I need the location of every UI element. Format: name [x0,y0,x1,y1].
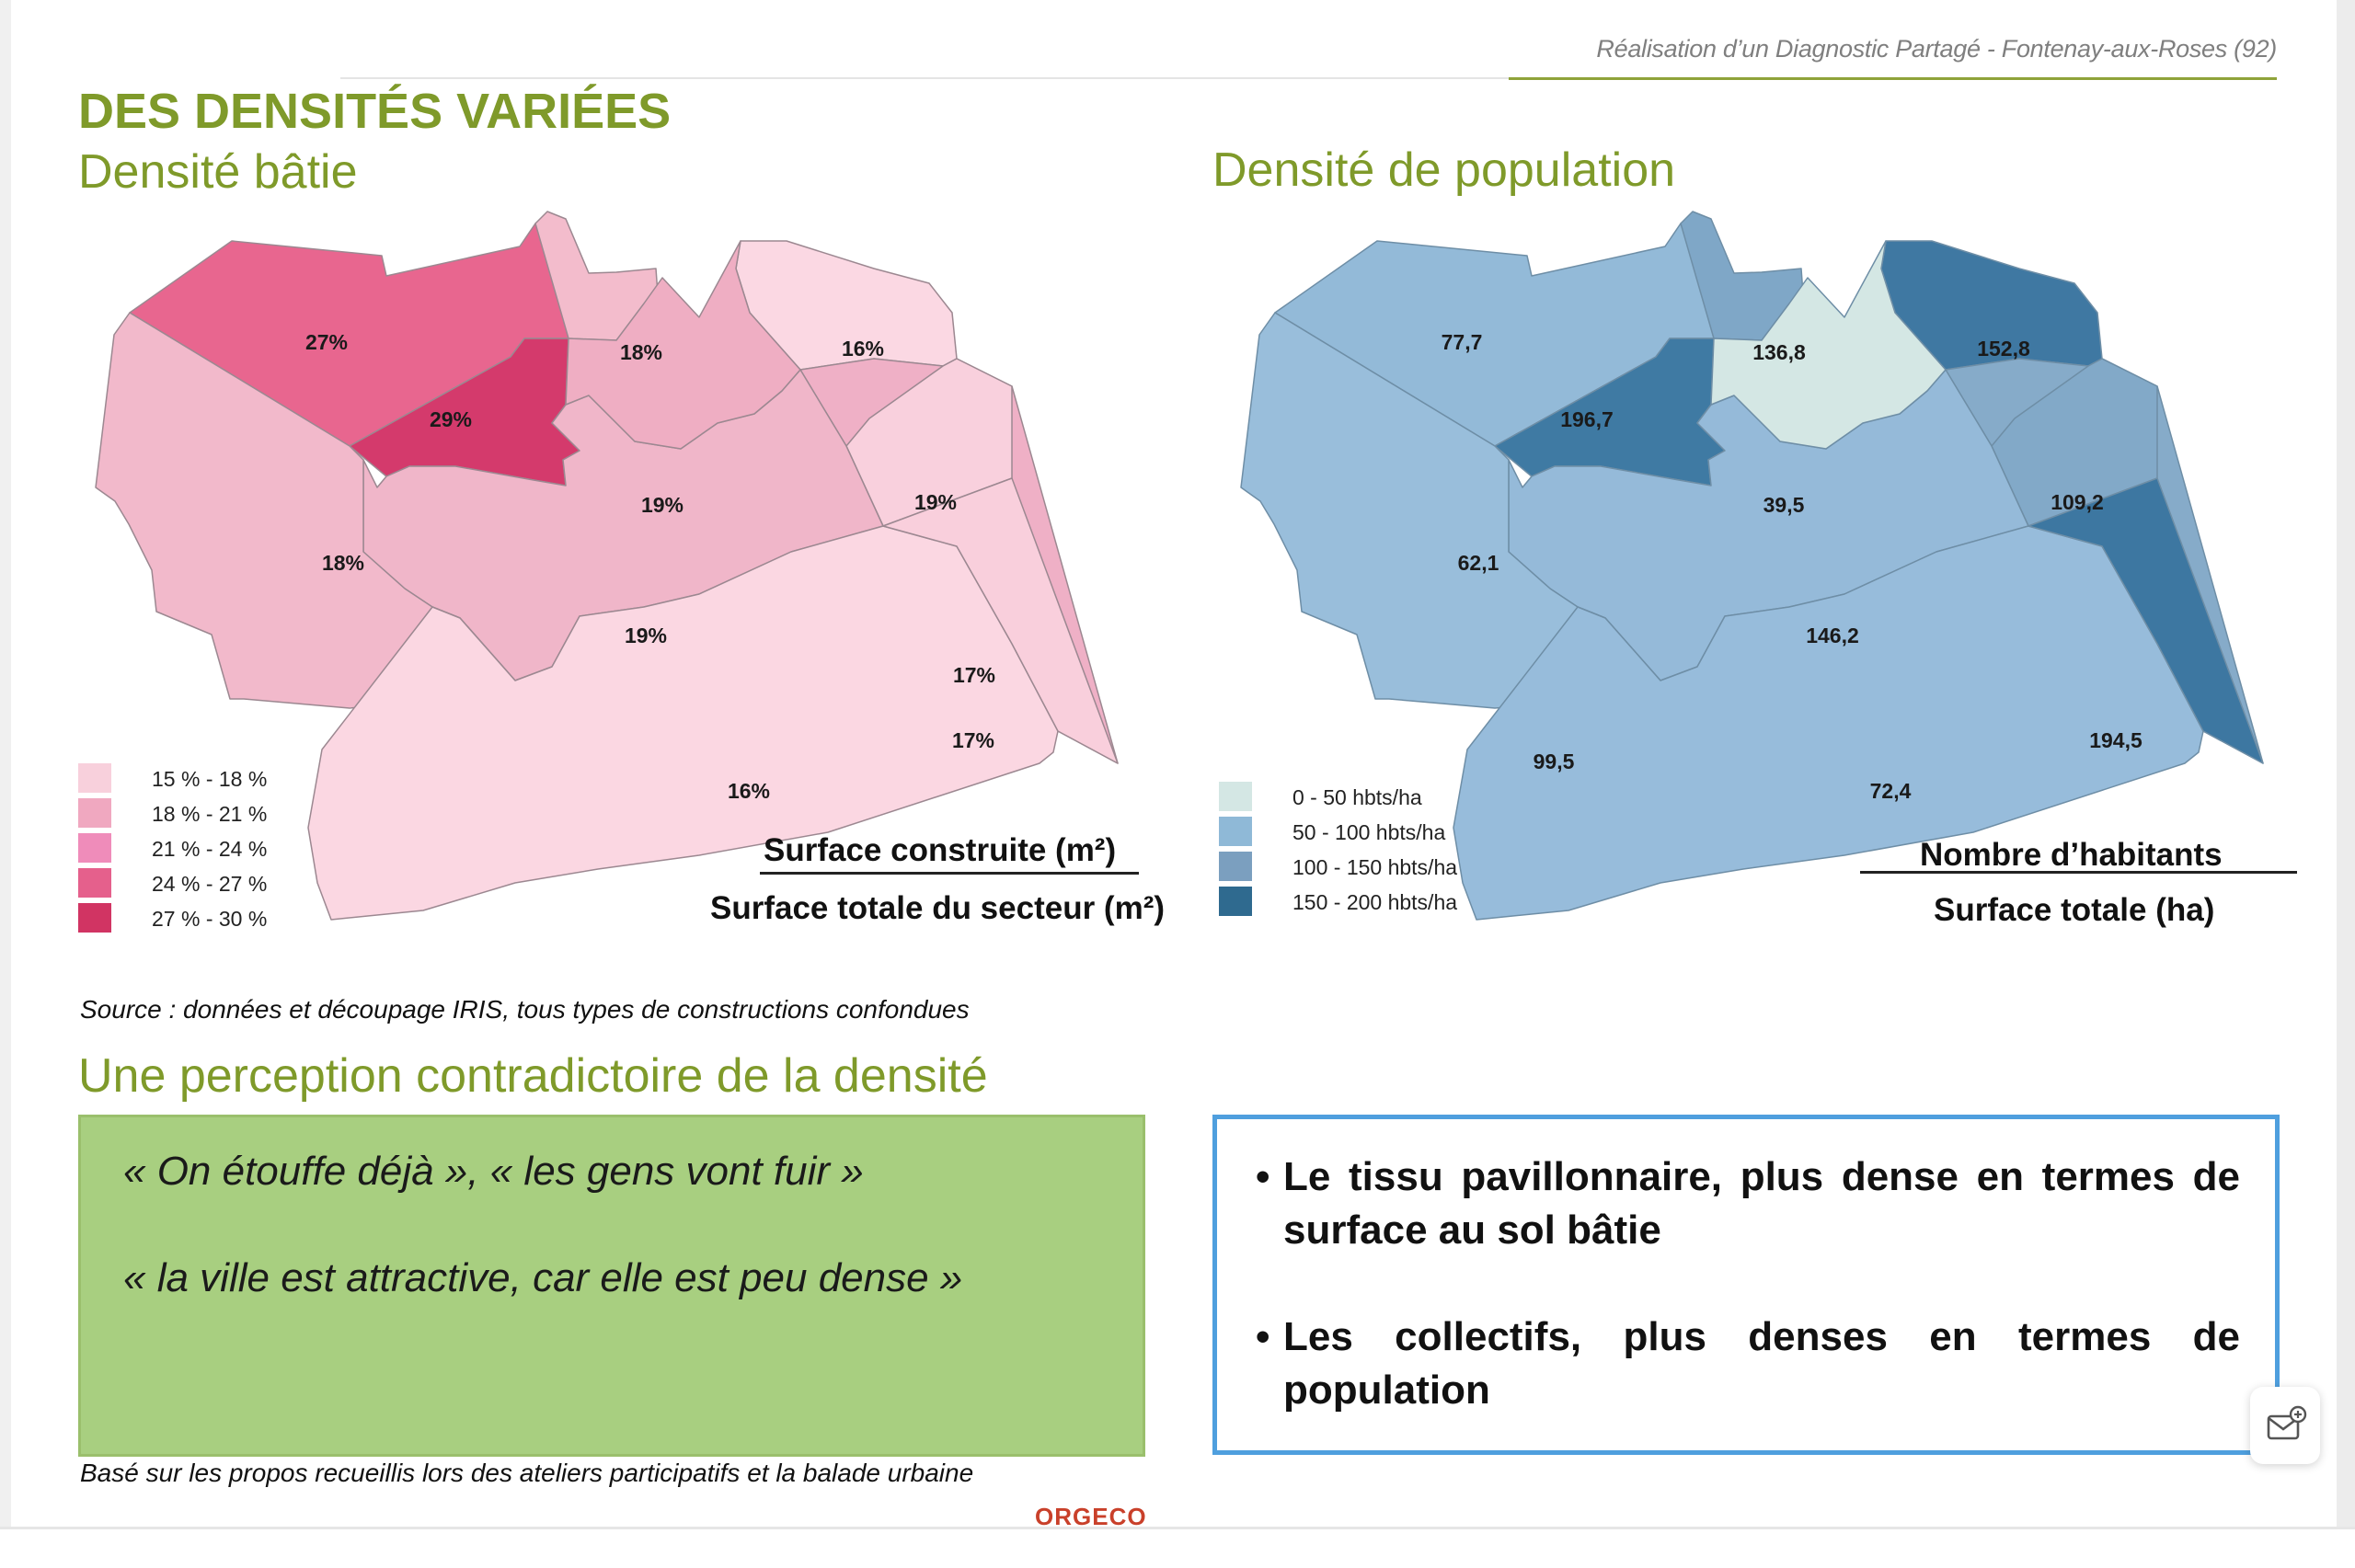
map-zone-label: 77,7 [1442,330,1483,354]
legend-swatch [1219,817,1252,846]
bullet-marker: • [1256,1314,1270,1359]
legend-swatch [78,833,111,863]
legend-label: 0 - 50 hbts/ha [1292,785,1422,809]
population-formula-denominator: Surface totale (ha) [1934,892,2215,928]
legend-swatch [78,763,111,793]
legend-swatch [1219,852,1252,881]
legend-label: 50 - 100 hbts/ha [1292,820,1446,844]
footnote: Basé sur les propos recueillis lors des … [80,1459,974,1487]
legend-label: 15 % - 18 % [152,767,268,791]
viewer-scroll-track[interactable] [2337,0,2355,1565]
map-zone-label: 136,8 [1752,340,1806,364]
population-formula-rule [1860,871,2297,874]
page-bottom-edge [0,1527,2355,1568]
map-zone [882,477,1119,764]
quote-item: « la ville est attractive, car elle est … [123,1255,963,1300]
bullet-marker: • [1256,1154,1270,1199]
map-zone [2028,477,2264,764]
quote-item: « On étouffe déjà », « les gens vont fui… [123,1149,864,1194]
mail-add-button[interactable] [2250,1387,2320,1464]
page-edge [0,0,11,1565]
header-accent-rule [1509,77,2277,80]
page-title: DES DENSITÉS VARIÉES [78,84,672,139]
map-zone-label: 27% [305,330,348,354]
legend-swatch [78,868,111,898]
map-zone-label: 62,1 [1458,551,1499,575]
quotes-box: « On étouffe déjà », « les gens vont fui… [78,1115,1145,1457]
map-zone-label: 29% [430,407,472,431]
legend-swatch [78,798,111,828]
perception-title: Une perception contradictoire de la dens… [78,1049,988,1103]
map-zone-label: 194,5 [2089,728,2142,752]
map-zone-label: 146,2 [1806,624,1859,647]
legend-label: 27 % - 30 % [152,907,268,931]
map-zone [307,525,1059,921]
header-divider [340,77,1509,79]
bullet-item: • Les collectifs, plus denses en termes … [1256,1310,2240,1417]
map-zone-label: 19% [641,493,684,517]
population-formula-numerator: Nombre d’habitants [1920,837,2223,873]
map-zone-label: 16% [728,779,770,803]
built-formula-rule [760,872,1139,875]
population-density-title: Densité de population [1212,143,1676,197]
bullet-item: • Le tissu pavillonnaire, plus dense en … [1256,1150,2240,1257]
bullet-text: Les collectifs, plus denses en termes de… [1283,1314,2240,1413]
bullet-text: Le tissu pavillonnaire, plus dense en te… [1283,1154,2240,1253]
legend-label: 100 - 150 hbts/ha [1292,855,1458,879]
map-zone-label: 17% [952,728,994,752]
legend-swatch [1219,887,1252,916]
map-zone-label: 99,5 [1534,750,1575,773]
built-formula-numerator: Surface construite (m²) [764,832,1117,868]
summary-box: • Le tissu pavillonnaire, plus dense en … [1212,1115,2280,1455]
mail-add-icon [2267,1405,2307,1440]
header-reference: Réalisation d’un Diagnostic Partagé - Fo… [1596,35,2277,63]
brand-logo: ORGECO [1035,1503,1147,1530]
map-zone-label: 152,8 [1977,337,2030,361]
legend-label: 21 % - 24 % [152,837,268,861]
map-zone-label: 196,7 [1560,407,1614,431]
map-zone-label: 17% [953,663,995,687]
legend-label: 18 % - 21 % [152,802,268,826]
map-zone-label: 109,2 [2051,490,2104,514]
map-zone-label: 39,5 [1763,493,1805,517]
map-zone [1710,240,1947,450]
built-formula-denominator: Surface totale du secteur (m²) [710,890,1165,926]
map-zone [1453,525,2204,921]
built-density-title: Densité bâtie [78,145,358,199]
legend-swatch [1219,782,1252,811]
legend-label: 24 % - 27 % [152,872,268,896]
map-zone-label: 16% [842,337,884,361]
map-zone-label: 19% [914,490,957,514]
source-note: Source : données et découpage IRIS, tous… [80,995,970,1024]
map-zone-label: 72,4 [1870,779,1912,803]
legend-swatch [78,903,111,933]
map-zone-label: 18% [322,551,364,575]
map-zone-label: 18% [620,340,662,364]
legend-label: 150 - 200 hbts/ha [1292,890,1458,914]
map-zone-label: 19% [625,624,667,647]
map-zone [565,240,801,450]
